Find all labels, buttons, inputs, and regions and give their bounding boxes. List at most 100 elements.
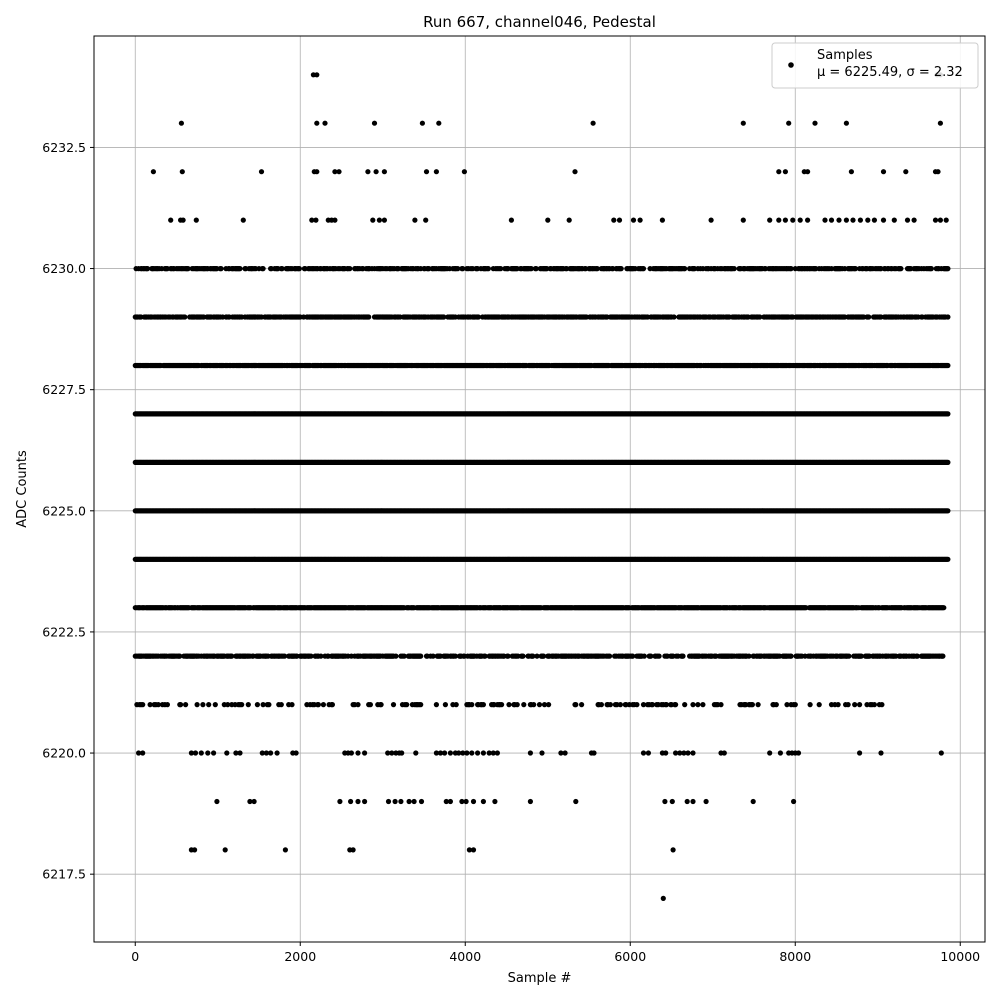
- data-point: [607, 653, 613, 659]
- data-point: [807, 702, 813, 708]
- data-point: [418, 653, 424, 659]
- data-point: [663, 702, 670, 708]
- data-point: [788, 653, 794, 659]
- data-point: [514, 702, 520, 708]
- data-point: [816, 702, 822, 708]
- data-point: [536, 702, 543, 708]
- data-point: [229, 653, 235, 659]
- data-point: [941, 605, 947, 611]
- data-point: [499, 702, 505, 708]
- data-point: [393, 653, 399, 659]
- data-point: [749, 702, 756, 708]
- data-point: [367, 702, 373, 708]
- data-point: [755, 702, 761, 708]
- data-point: [573, 702, 579, 708]
- data-point: [640, 702, 647, 708]
- data-point: [164, 702, 170, 708]
- data-point: [845, 702, 851, 708]
- data-point: [308, 653, 314, 659]
- data-point: [183, 702, 189, 708]
- data-point: [945, 508, 951, 514]
- data-point: [746, 653, 752, 659]
- data-point: [541, 702, 548, 708]
- data-point: [598, 702, 605, 708]
- data-point: [430, 653, 436, 659]
- data-point: [418, 702, 424, 708]
- data-point: [690, 702, 696, 708]
- data-point: [254, 702, 260, 708]
- data-point: [480, 702, 486, 708]
- data-point: [634, 702, 640, 708]
- data-point: [469, 702, 475, 708]
- data-point: [155, 702, 161, 708]
- data-point: [433, 702, 439, 708]
- data-point: [320, 702, 326, 708]
- data-point: [541, 653, 547, 659]
- data-point: [239, 702, 245, 708]
- data-point: [200, 702, 206, 708]
- data-point: [482, 653, 488, 659]
- data-point: [506, 702, 512, 708]
- data-point: [579, 702, 585, 708]
- data-point: [260, 702, 266, 708]
- data-point: [700, 702, 706, 708]
- data-point: [390, 702, 397, 708]
- data-point: [784, 702, 790, 708]
- data-point: [266, 702, 272, 708]
- data-point: [140, 702, 146, 708]
- data-point: [656, 653, 662, 659]
- data-point: [649, 702, 656, 708]
- data-point: [852, 702, 858, 708]
- data-point: [442, 702, 448, 708]
- data-point: [282, 653, 288, 659]
- data-point: [871, 702, 878, 708]
- data-point: [278, 702, 284, 708]
- data-point: [530, 653, 536, 659]
- data-point: [680, 653, 686, 659]
- data-point: [505, 653, 511, 659]
- data-point: [792, 702, 798, 708]
- data-point: [534, 653, 540, 659]
- data-point: [225, 702, 231, 708]
- data-point: [453, 702, 459, 708]
- data-point: [940, 653, 946, 659]
- data-point: [945, 556, 951, 562]
- data-point: [648, 653, 654, 659]
- data-point: [315, 702, 321, 708]
- data-point: [673, 702, 679, 708]
- data-point: [147, 702, 153, 708]
- data-point: [641, 653, 647, 659]
- data-point: [245, 702, 251, 708]
- data-point: [355, 702, 361, 708]
- data-point: [835, 702, 841, 708]
- data-point: [846, 653, 852, 659]
- data-point: [404, 702, 410, 708]
- data-point: [329, 702, 335, 708]
- data-point: [879, 702, 885, 708]
- data-point: [194, 702, 200, 708]
- data-point: [531, 702, 537, 708]
- data-point: [607, 702, 614, 708]
- data-point: [378, 702, 384, 708]
- data-point: [773, 702, 779, 708]
- data-point: [289, 702, 295, 708]
- data-point: [318, 653, 324, 659]
- data-point: [521, 702, 527, 708]
- data-point: [857, 702, 863, 708]
- data-point: [452, 653, 458, 659]
- data-point: [682, 702, 688, 708]
- data-point: [617, 702, 624, 708]
- data-point: [914, 653, 921, 659]
- data-point: [177, 653, 183, 659]
- data-point: [520, 653, 526, 659]
- data-point: [212, 702, 218, 708]
- data-point: [718, 702, 724, 708]
- data-point: [945, 459, 951, 465]
- data-point: [546, 702, 552, 708]
- data-point: [206, 702, 212, 708]
- data-point: [858, 653, 864, 659]
- data-point: [630, 653, 636, 659]
- data-points: [132, 72, 951, 902]
- data-point: [178, 702, 184, 708]
